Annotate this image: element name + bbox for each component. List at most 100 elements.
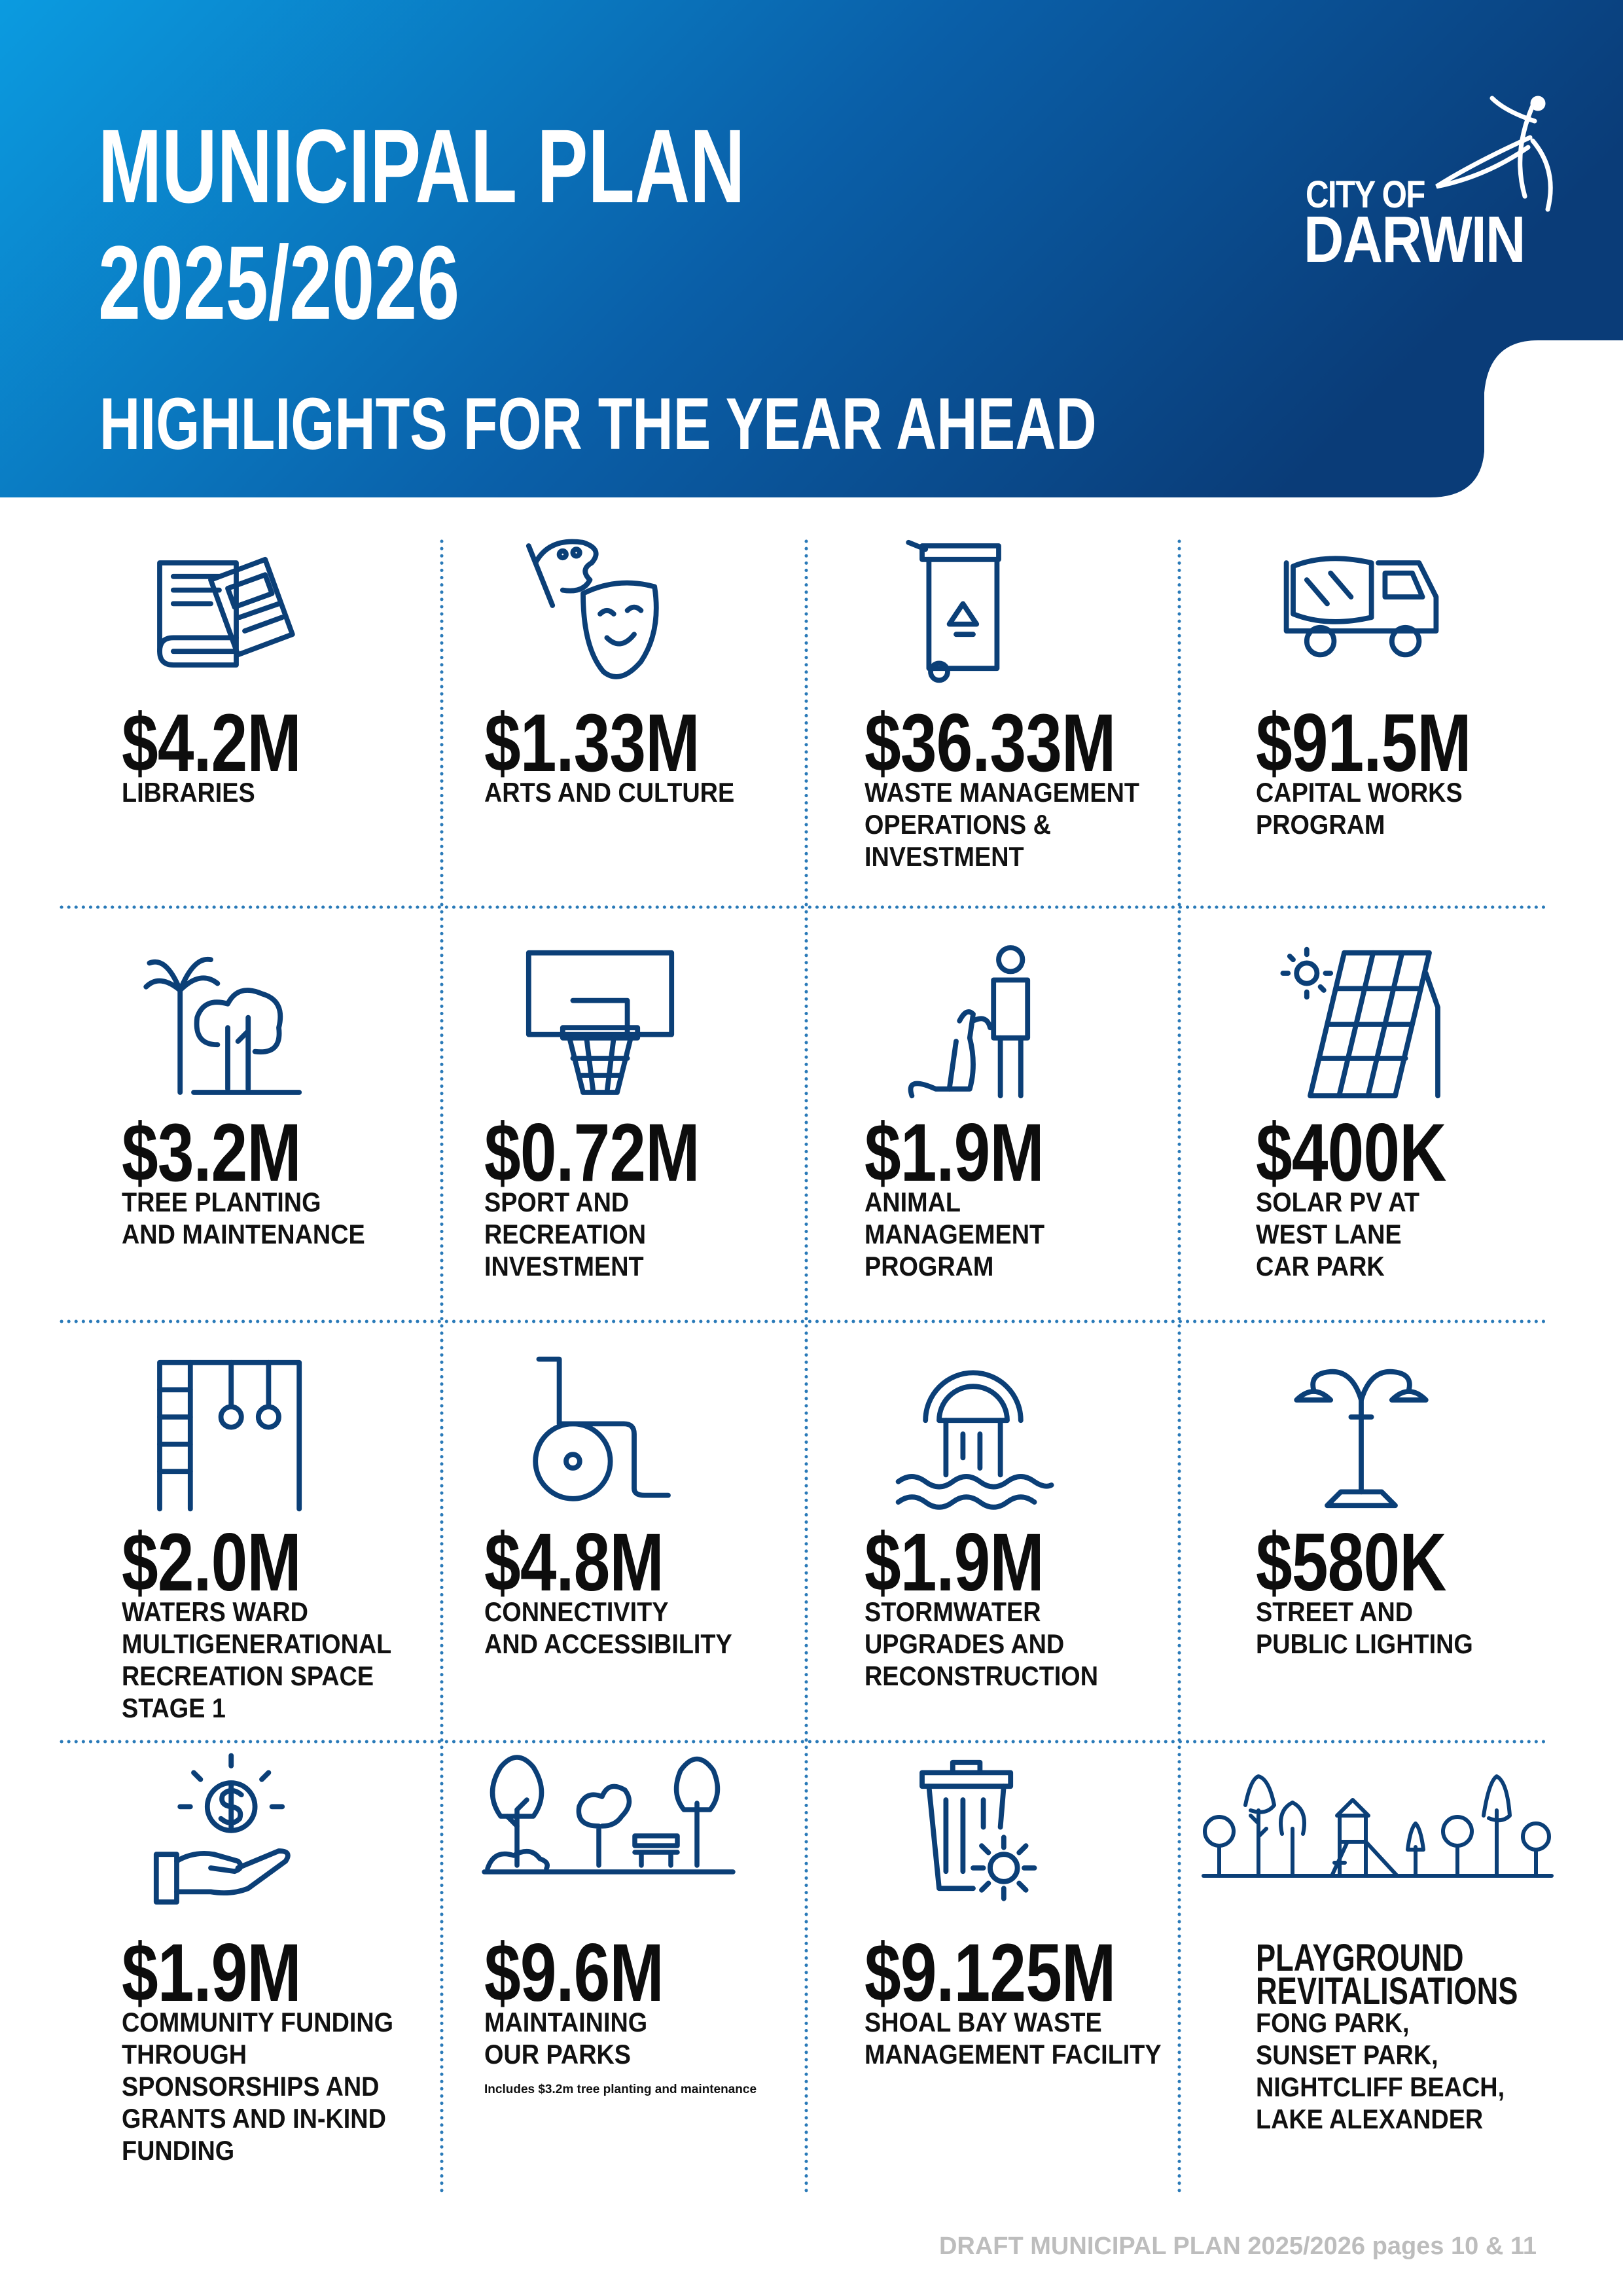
label: RECREATION SPACE bbox=[122, 1660, 374, 1691]
icon-stroke bbox=[1203, 1815, 1236, 1848]
icon-stroke bbox=[255, 1404, 281, 1430]
label: CAR PARK bbox=[1256, 1251, 1385, 1282]
icon-stroke bbox=[1291, 556, 1374, 624]
amount: $36.33M bbox=[865, 698, 1116, 789]
icon-stroke bbox=[1279, 1801, 1306, 1878]
icon-stroke bbox=[570, 547, 582, 559]
icon-solar bbox=[1280, 946, 1440, 1099]
label: INVESTMENT bbox=[484, 1251, 644, 1282]
note: Includes $3.2m tree planting and mainten… bbox=[484, 2083, 757, 2096]
icon-stroke bbox=[1335, 1798, 1370, 1878]
label: SHOAL BAY WASTE bbox=[865, 2007, 1102, 2037]
icon-stroke bbox=[153, 1852, 179, 1905]
label: GRANTS AND IN-KIND bbox=[122, 2103, 386, 2134]
label: NIGHTCLIFF BEACH, bbox=[1256, 2072, 1505, 2102]
icon-stroke bbox=[560, 1025, 641, 1041]
icon-stroke bbox=[1283, 560, 1439, 634]
icon-libraries bbox=[157, 556, 295, 668]
label: WASTE MANAGEMENT bbox=[865, 777, 1139, 808]
header-band bbox=[0, 0, 1623, 497]
icon-stroke bbox=[218, 1784, 244, 1830]
icon-truck bbox=[1283, 556, 1439, 658]
icon-stroke bbox=[237, 601, 285, 634]
label: COMMUNITY FUNDING bbox=[122, 2007, 394, 2037]
heading: REVITALISATIONS bbox=[1256, 1970, 1518, 2013]
logo-text: DARWIN bbox=[1304, 203, 1525, 276]
icon-stroke bbox=[526, 950, 675, 1037]
icon-stroke bbox=[895, 1494, 1037, 1510]
label: FONG PARK, bbox=[1256, 2007, 1410, 2038]
label: MAINTAINING bbox=[484, 2007, 648, 2037]
icon-basketball bbox=[526, 950, 675, 1095]
label: RECREATION bbox=[484, 1219, 647, 1249]
icon-stroke bbox=[174, 1848, 291, 1896]
label: THROUGH bbox=[122, 2039, 247, 2070]
icon-stroke bbox=[991, 977, 1031, 1041]
amount: $9.125M bbox=[865, 1928, 1116, 2018]
icon-stroke bbox=[208, 556, 295, 658]
icon-stroke bbox=[228, 1359, 272, 1410]
icon-stroke bbox=[926, 1784, 1007, 1892]
icon-stroke bbox=[567, 1035, 633, 1095]
icon-stroke bbox=[906, 539, 929, 552]
icon-stroke bbox=[1294, 1389, 1429, 1403]
icon-arts bbox=[526, 539, 659, 679]
label: ARTS AND CULTURE bbox=[484, 777, 735, 808]
icon-stroke bbox=[943, 1797, 986, 1874]
icon-stroke bbox=[1243, 1774, 1276, 1878]
icon-stroke bbox=[1389, 624, 1422, 658]
label: PROGRAM bbox=[865, 1251, 994, 1282]
label: SUNSET PARK, bbox=[1256, 2039, 1438, 2070]
label: STAGE 1 bbox=[122, 1693, 226, 1723]
label: SOLAR PV AT bbox=[1256, 1187, 1419, 1217]
icon-stroke bbox=[1280, 946, 1334, 1000]
icon-stroke bbox=[225, 1014, 251, 1092]
icon-stroke bbox=[490, 1755, 544, 1819]
icon-stroke bbox=[673, 1756, 721, 1812]
icon-stroke bbox=[157, 635, 239, 655]
title: 2025/2026 bbox=[98, 224, 460, 341]
label: RECONSTRUCTION bbox=[865, 1660, 1099, 1691]
icon-stroke bbox=[919, 1759, 1014, 1789]
icon-stroke bbox=[943, 1418, 1003, 1478]
icon-stroke bbox=[971, 1835, 1037, 1901]
icon-stroke bbox=[533, 539, 599, 594]
dragonfly-wing bbox=[1530, 138, 1553, 212]
label: CAPITAL WORKS bbox=[1256, 777, 1463, 808]
icon-stroke bbox=[946, 1039, 959, 1092]
amount: $0.72M bbox=[484, 1107, 700, 1198]
icon-stormwater bbox=[895, 1370, 1054, 1510]
label: MULTIGENERATIONAL bbox=[122, 1628, 392, 1659]
dragonfly-head bbox=[1530, 96, 1546, 111]
header-shape bbox=[0, 0, 1623, 497]
icon-stroke bbox=[936, 1384, 1010, 1424]
label: WEST LANE bbox=[1256, 1219, 1402, 1249]
amount: $1.9M bbox=[122, 1928, 302, 2018]
icon-stroke bbox=[1325, 1489, 1398, 1509]
label: SPORT AND bbox=[484, 1187, 630, 1217]
label: OUR PARKS bbox=[484, 2039, 632, 2070]
amount: $1.9M bbox=[865, 1107, 1044, 1198]
icon-stroke bbox=[218, 1404, 244, 1430]
label: ANIMAL bbox=[865, 1187, 961, 1217]
label: AND ACCESSIBILITY bbox=[484, 1628, 732, 1659]
icon-shoal-bay bbox=[919, 1759, 1037, 1901]
icon-stroke bbox=[536, 1356, 671, 1498]
label: WATERS WARD bbox=[122, 1596, 308, 1627]
icon-stroke bbox=[1482, 1774, 1512, 1878]
icon-stroke bbox=[1294, 960, 1320, 986]
dragonfly-logo bbox=[1435, 96, 1553, 212]
icon-stroke bbox=[996, 945, 1026, 975]
amount: $2.0M bbox=[122, 1517, 302, 1608]
icon-stroke bbox=[1406, 1821, 1425, 1878]
icon-stroke bbox=[556, 548, 569, 561]
icon-climbing bbox=[157, 1359, 302, 1512]
icon-stroke bbox=[971, 1016, 993, 1031]
label: FUNDING bbox=[122, 2135, 235, 2166]
icon-community-funding bbox=[153, 1753, 291, 1905]
footer: DRAFT MUNICIPAL PLAN 2025/2026 pages 10 … bbox=[938, 2233, 1537, 2260]
icon-stroke bbox=[1317, 950, 1423, 1099]
icon-group bbox=[60, 539, 1548, 2197]
icon-stroke bbox=[1310, 1369, 1364, 1403]
